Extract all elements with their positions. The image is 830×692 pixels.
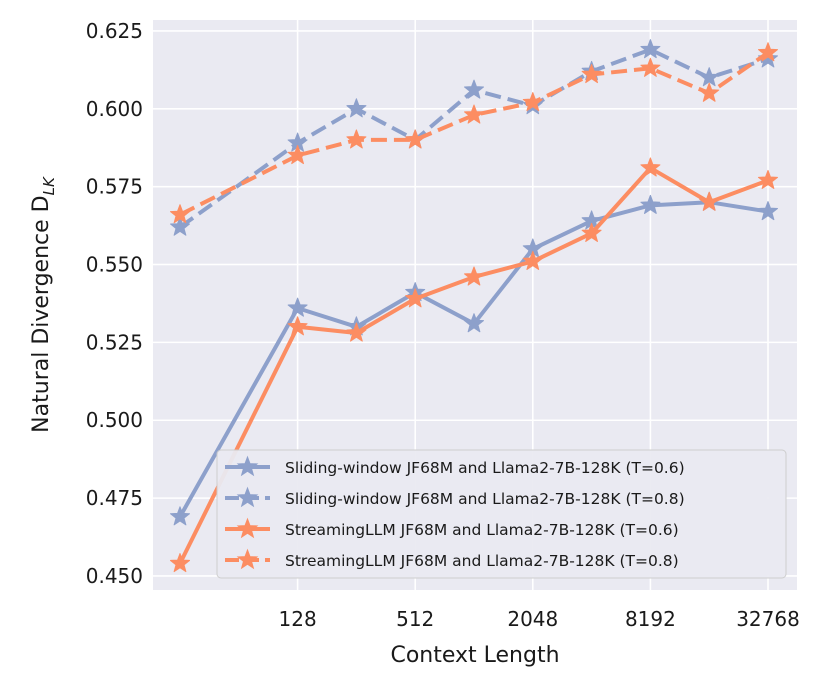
data-point-star <box>346 129 367 149</box>
legend-label: Sliding-window JF68M and Llama2-7B-128K … <box>285 490 685 508</box>
legend: Sliding-window JF68M and Llama2-7B-128K … <box>216 449 787 579</box>
legend-item: StreamingLLM JF68M and Llama2-7B-128K (T… <box>225 517 679 539</box>
legend-label: StreamingLLM JF68M and Llama2-7B-128K (T… <box>285 552 679 570</box>
legend-star <box>236 486 259 508</box>
series-line <box>179 51 770 217</box>
data-point-star <box>463 266 485 286</box>
y-tick-label: 0.550 <box>86 253 143 277</box>
y-tick-label: 0.575 <box>86 175 143 199</box>
y-axis-title-subscript: LK <box>40 176 58 195</box>
data-point-star <box>640 39 661 59</box>
data-point-star <box>640 57 661 77</box>
legend-star <box>236 517 259 539</box>
y-tick-label: 0.475 <box>86 486 143 510</box>
series-line <box>178 165 769 565</box>
data-point-star <box>405 288 426 308</box>
data-point-star <box>169 553 191 573</box>
data-point-star <box>640 157 661 177</box>
data-point-star <box>699 82 720 102</box>
legend-star <box>236 455 259 477</box>
y-tick-label: 0.450 <box>86 564 143 588</box>
series-3 <box>169 157 779 573</box>
data-point-star <box>346 322 367 342</box>
y-tick-label: 0.525 <box>86 330 143 354</box>
y-axis: 0.450 0.475 0.500 0.525 0.550 0.575 0.600 0.625 <box>86 19 143 588</box>
x-axis: 128 512 2048 8192 32768 <box>279 607 800 631</box>
legend-item: Sliding-window JF68M and Llama2-7B-128K … <box>225 455 685 477</box>
data-point-star <box>287 297 308 317</box>
data-point-star <box>169 216 191 236</box>
y-tick-label: 0.625 <box>86 19 143 43</box>
data-point-star <box>757 201 779 221</box>
y-axis-title: Natural Divergence DLK <box>29 176 58 433</box>
data-point-star <box>640 194 661 214</box>
data-point-star <box>757 169 779 189</box>
data-point-star <box>699 67 720 87</box>
data-point-star <box>287 144 308 165</box>
data-point-star <box>463 104 485 124</box>
series-group <box>169 39 779 573</box>
legend-star <box>236 548 259 570</box>
y-axis-title-main: Natural Divergence D <box>29 195 54 432</box>
legend-box <box>216 449 787 579</box>
data-point-star <box>463 313 485 333</box>
x-tick-label: 8192 <box>625 607 676 631</box>
data-point-star <box>169 506 191 526</box>
data-point-star <box>522 92 543 112</box>
series-line <box>178 47 769 229</box>
data-point-star <box>699 191 720 211</box>
legend-item: Sliding-window JF68M and Llama2-7B-128K … <box>225 486 685 508</box>
data-point-star <box>346 98 367 118</box>
legend-item: StreamingLLM JF68M and Llama2-7B-128K (T… <box>225 548 679 570</box>
legend-label: StreamingLLM JF68M and Llama2-7B-128K (T… <box>285 521 679 539</box>
data-point-star <box>169 204 191 224</box>
x-tick-label: 512 <box>396 607 434 631</box>
data-point-star <box>581 64 602 84</box>
x-axis-title: Context Length <box>390 643 559 668</box>
data-point-star <box>757 42 779 62</box>
data-point-star <box>405 129 426 149</box>
data-point-star <box>287 316 308 336</box>
y-tick-label: 0.500 <box>86 408 143 432</box>
x-tick-label: 2048 <box>507 607 558 631</box>
legend-label: Sliding-window JF68M and Llama2-7B-128K … <box>285 459 685 477</box>
data-point-star <box>581 222 602 242</box>
y-tick-label: 0.600 <box>86 97 143 121</box>
x-tick-label: 32768 <box>736 607 800 631</box>
series-line <box>178 200 769 518</box>
data-point-star <box>522 250 543 270</box>
data-point-star <box>463 79 485 99</box>
series-4 <box>169 42 779 224</box>
x-tick-label: 128 <box>279 607 317 631</box>
